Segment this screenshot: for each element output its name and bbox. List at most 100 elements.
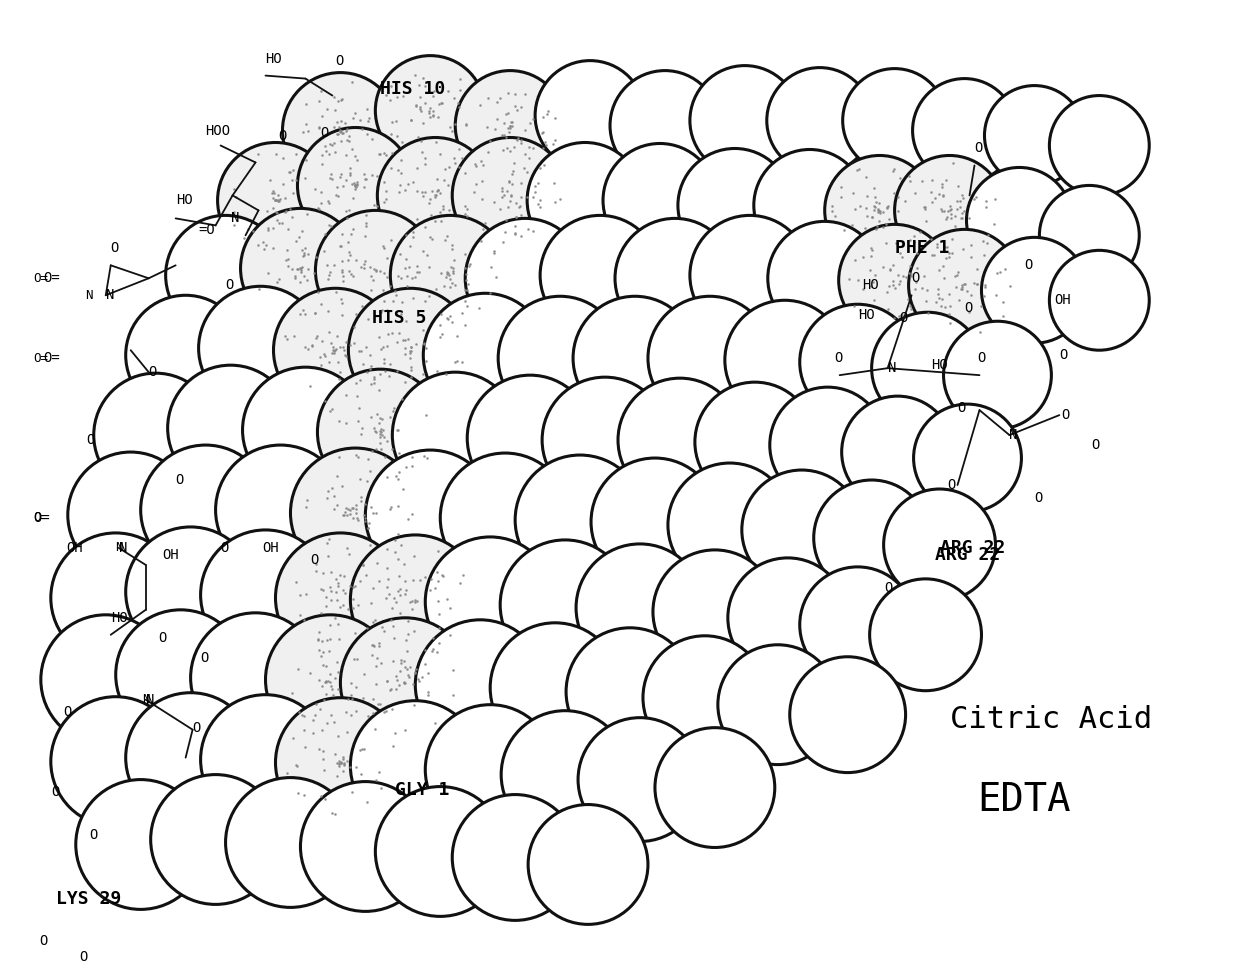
Text: O: O: [1091, 438, 1100, 452]
Circle shape: [742, 470, 862, 590]
Circle shape: [125, 527, 255, 657]
Circle shape: [275, 533, 405, 663]
Text: N: N: [119, 540, 126, 555]
Circle shape: [578, 717, 702, 842]
Circle shape: [838, 225, 951, 336]
Text: O=: O=: [32, 272, 48, 285]
Circle shape: [577, 544, 704, 672]
Circle shape: [982, 237, 1087, 343]
Text: HOO: HOO: [206, 123, 231, 137]
Circle shape: [536, 60, 645, 170]
Circle shape: [591, 458, 719, 586]
Circle shape: [241, 208, 361, 329]
Circle shape: [425, 705, 556, 835]
Circle shape: [668, 463, 792, 587]
Circle shape: [366, 450, 495, 580]
Text: O=: O=: [32, 352, 48, 364]
Text: O: O: [110, 241, 119, 256]
Circle shape: [913, 79, 1017, 183]
Text: O: O: [911, 271, 920, 286]
Text: N: N: [141, 693, 150, 707]
Circle shape: [842, 397, 954, 508]
Circle shape: [770, 387, 885, 503]
Text: OH: OH: [66, 540, 83, 555]
Text: O: O: [1061, 408, 1070, 422]
Text: O=: O=: [32, 511, 48, 525]
Circle shape: [201, 530, 330, 660]
Circle shape: [528, 805, 649, 924]
Circle shape: [790, 657, 905, 773]
Text: O: O: [977, 351, 986, 365]
Circle shape: [453, 794, 578, 920]
Circle shape: [125, 295, 246, 415]
Circle shape: [440, 453, 570, 583]
Circle shape: [274, 289, 397, 412]
Circle shape: [542, 377, 668, 503]
Text: O: O: [86, 434, 94, 447]
Circle shape: [754, 150, 866, 261]
Circle shape: [615, 219, 735, 338]
Circle shape: [610, 71, 720, 181]
Text: O: O: [965, 301, 973, 315]
Circle shape: [465, 219, 585, 338]
Text: O: O: [835, 351, 843, 365]
Text: O: O: [51, 784, 60, 799]
Text: =O: =O: [198, 224, 216, 237]
Circle shape: [94, 373, 217, 497]
Text: O: O: [320, 125, 329, 140]
Text: O=: O=: [43, 271, 60, 286]
Circle shape: [151, 775, 280, 904]
Circle shape: [467, 375, 593, 501]
Text: HO: HO: [858, 308, 874, 323]
Circle shape: [728, 558, 848, 677]
Text: O: O: [884, 581, 893, 595]
Circle shape: [283, 73, 398, 189]
Circle shape: [541, 216, 660, 335]
Circle shape: [985, 86, 1084, 186]
Text: HIS 10: HIS 10: [381, 80, 445, 97]
Text: O: O: [159, 631, 167, 644]
Circle shape: [869, 579, 982, 691]
Circle shape: [490, 623, 620, 752]
Text: N: N: [105, 289, 114, 302]
Circle shape: [315, 210, 435, 330]
Text: N: N: [231, 211, 239, 226]
Circle shape: [872, 312, 983, 424]
Text: N: N: [145, 693, 154, 707]
Circle shape: [198, 287, 322, 410]
Circle shape: [216, 445, 346, 574]
Circle shape: [391, 216, 510, 335]
Circle shape: [766, 68, 873, 173]
Circle shape: [376, 786, 505, 917]
Circle shape: [191, 612, 320, 743]
Text: PHE 1: PHE 1: [894, 239, 949, 258]
Circle shape: [618, 378, 742, 502]
Text: O: O: [1024, 259, 1033, 272]
Circle shape: [76, 780, 206, 910]
Text: O: O: [149, 365, 157, 379]
Circle shape: [653, 550, 776, 674]
Circle shape: [573, 296, 697, 420]
Circle shape: [298, 127, 413, 243]
Text: O=: O=: [32, 511, 50, 525]
Circle shape: [500, 539, 630, 670]
Text: HO: HO: [176, 193, 192, 207]
Circle shape: [348, 289, 472, 412]
Circle shape: [51, 533, 181, 663]
Circle shape: [1049, 251, 1149, 350]
Text: O: O: [899, 311, 908, 326]
Circle shape: [894, 156, 1004, 265]
Circle shape: [644, 636, 766, 759]
Circle shape: [498, 296, 622, 420]
Circle shape: [800, 304, 915, 420]
Text: OH: OH: [1054, 294, 1071, 307]
Circle shape: [966, 167, 1073, 273]
Circle shape: [725, 300, 844, 420]
Text: O: O: [192, 720, 201, 735]
Text: O: O: [975, 142, 983, 156]
Circle shape: [377, 137, 494, 254]
Text: O: O: [310, 553, 319, 567]
Text: O: O: [89, 827, 97, 842]
Circle shape: [768, 222, 882, 335]
Circle shape: [649, 296, 771, 420]
